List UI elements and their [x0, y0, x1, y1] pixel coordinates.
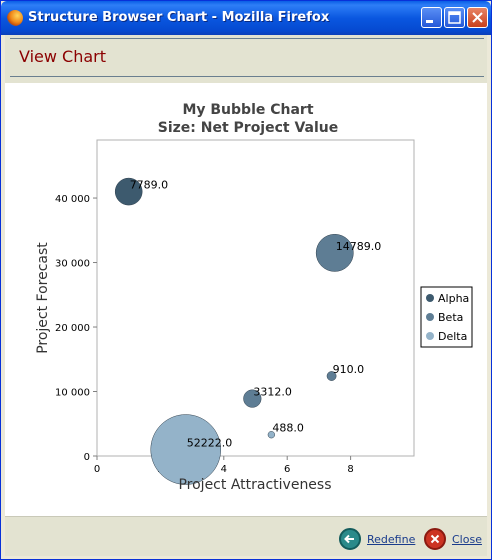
- y-tick-label: 30 000: [55, 259, 90, 270]
- data-label: 3312.0: [253, 386, 292, 399]
- chart-legend: Alpha Beta Delta: [420, 286, 473, 348]
- y-tick-label: 40 000: [55, 194, 90, 205]
- header-bottom-divider: [10, 76, 484, 77]
- data-label: 488.0: [272, 422, 304, 435]
- redefine-icon[interactable]: [339, 528, 361, 550]
- bubble-chart: My Bubble Chart Size: Net Project Value …: [35, 102, 473, 493]
- y-tick-label: 20 000: [55, 323, 90, 334]
- x-axis: 02468: [94, 456, 354, 475]
- data-label: 7789.0: [130, 179, 169, 192]
- y-tick-label: 10 000: [55, 388, 90, 399]
- x-tick-label: 6: [284, 464, 290, 475]
- close-window-button[interactable]: [467, 7, 488, 28]
- legend-label-delta: Delta: [438, 330, 467, 343]
- x-axis-label: Project Attractiveness: [178, 477, 331, 493]
- page-title: View Chart: [19, 47, 107, 66]
- x-tick-label: 8: [347, 464, 353, 475]
- legend-label-beta: Beta: [438, 311, 463, 324]
- data-label-layer: 7789.0 14789.0 3312.0 910.0 52222.0 488.0: [130, 179, 382, 450]
- close-link[interactable]: Close: [452, 533, 482, 546]
- data-label: 14789.0: [336, 240, 382, 253]
- title-bar: Structure Browser Chart - Mozilla Firefo…: [1, 1, 491, 35]
- minimize-icon: [426, 20, 433, 23]
- legend-marker-alpha: [426, 294, 434, 302]
- data-label: 52222.0: [187, 437, 233, 450]
- minimize-button[interactable]: [421, 7, 442, 28]
- close-action-icon[interactable]: [424, 528, 446, 550]
- chart-content: My Bubble Chart Size: Net Project Value …: [5, 83, 487, 516]
- footer-divider: [5, 516, 487, 517]
- window-title: Structure Browser Chart - Mozilla Firefo…: [28, 10, 330, 25]
- legend-marker-delta: [426, 332, 434, 340]
- redefine-link[interactable]: Redefine: [367, 533, 416, 546]
- firefox-icon: [7, 10, 23, 26]
- header-top-divider: [10, 38, 484, 39]
- legend-marker-beta: [426, 313, 434, 321]
- bubble-beta: [326, 371, 337, 381]
- chart-subtitle: Size: Net Project Value: [158, 120, 339, 136]
- maximize-icon: [448, 11, 461, 24]
- legend-label-alpha: Alpha: [438, 292, 469, 305]
- page-footer: Redefine Close: [5, 516, 487, 556]
- close-icon: [472, 12, 483, 23]
- x-tick-label: 0: [94, 464, 100, 475]
- y-tick-label: 0: [84, 452, 90, 463]
- bubble-beta: [243, 389, 262, 408]
- maximize-button[interactable]: [444, 7, 465, 28]
- bubble-delta: [267, 431, 275, 439]
- y-axis-label: Project Forecast: [35, 242, 51, 354]
- chart-title: My Bubble Chart: [182, 102, 313, 118]
- bubble-beta: [315, 233, 354, 272]
- data-label: 910.0: [333, 363, 365, 376]
- page-header: View Chart: [5, 35, 487, 83]
- bubble-alpha: [114, 177, 143, 206]
- bubble-delta: [150, 414, 222, 485]
- y-axis: 0 10 000 20 000 30 000 40 000: [55, 194, 97, 463]
- x-tick-label: 4: [221, 464, 227, 475]
- bubble-layer: [114, 177, 354, 485]
